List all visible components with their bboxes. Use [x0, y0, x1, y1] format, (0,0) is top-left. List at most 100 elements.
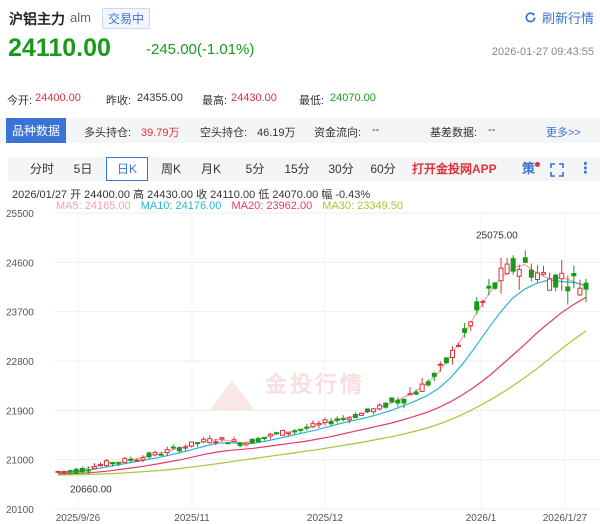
period-tabs: 分时 5日 日K 周K 月K 5分 15分 30分 60分 打开金投网APP 策…	[8, 157, 600, 181]
candle-body	[67, 470, 73, 473]
candle-body	[449, 349, 455, 359]
y-tick-label: 24600	[6, 258, 34, 269]
prev-close-value: 24355.00	[137, 92, 183, 104]
instrument-title: 沪铝主力	[9, 11, 65, 27]
tab-daily-k[interactable]: 日K	[106, 157, 148, 181]
y-tick-label: 20100	[6, 505, 34, 516]
x-tick-label: 2026/1/27	[543, 513, 588, 524]
candle-body	[522, 257, 528, 263]
candle-body	[389, 397, 395, 403]
high-value: 24430.00	[231, 92, 277, 104]
low-value: 24070.00	[330, 92, 376, 104]
tab-30min[interactable]: 30分	[328, 162, 354, 176]
candle-body	[122, 458, 128, 463]
candle-body	[577, 287, 583, 296]
candle-body	[334, 418, 340, 421]
line-ma20	[57, 296, 587, 475]
quote-timestamp: 2026-01-27 09:43:55	[491, 46, 594, 58]
x-tick-label: 2025/12	[307, 513, 344, 524]
price-change: -245.00(-1.01%)	[146, 41, 255, 58]
more-vertical-icon[interactable]: ⋮	[578, 160, 593, 177]
candle-body	[298, 428, 304, 431]
last-price: 24110.00	[8, 34, 111, 62]
candle-body	[504, 263, 510, 275]
ma30-legend: MA30: 23349.50	[322, 200, 404, 212]
candle-body	[201, 438, 207, 443]
candle-body	[249, 438, 255, 444]
candle-body	[267, 433, 273, 437]
candle-body	[176, 447, 182, 452]
candle-body	[219, 437, 225, 440]
candle-body	[553, 274, 559, 288]
candle-body	[371, 408, 377, 413]
candle-body	[146, 452, 152, 458]
candle-body	[316, 422, 322, 426]
candle-body	[55, 470, 61, 473]
refresh-icon	[525, 12, 536, 23]
candle-body	[383, 402, 389, 408]
candle-body	[510, 258, 516, 272]
min-price-label: 20660.00	[70, 484, 112, 495]
open-app-link[interactable]: 打开金投网APP	[412, 162, 497, 176]
candle-body	[547, 278, 553, 291]
strategy-label: 策	[522, 161, 536, 176]
x-tick-label: 2026/1	[466, 513, 497, 524]
candle-body	[273, 432, 279, 435]
candle-body	[116, 462, 122, 465]
candle-body	[189, 441, 195, 447]
candle-body	[182, 446, 188, 449]
quote-header: 沪铝主力 alm 交易中 刷新行情 24110.00 -245.00(-1.01…	[0, 0, 600, 80]
refresh-label: 刷新行情	[541, 11, 594, 26]
candle-body	[528, 269, 534, 278]
candle-body	[91, 466, 97, 470]
red-dot-icon	[535, 162, 541, 167]
candle-body	[571, 273, 577, 277]
candle-body	[365, 408, 371, 413]
candle-body	[492, 282, 498, 289]
variety-data-bar: 品种数据 多头持仓: 39.79万 空头持仓: 46.19万 资金流向: -- …	[0, 118, 600, 143]
fund-flow-label: 资金流向:	[314, 127, 362, 139]
candle-body	[498, 267, 504, 282]
long-position-value: 39.79万	[141, 127, 180, 139]
tab-5min[interactable]: 5分	[245, 162, 265, 176]
high-label: 最高:	[202, 95, 228, 107]
candle-body	[480, 300, 486, 303]
open-value: 24400.00	[35, 92, 81, 104]
candle-body	[395, 399, 401, 404]
candle-body	[407, 393, 413, 396]
candle-body	[140, 457, 146, 461]
candle-body	[104, 460, 110, 467]
basis-label: 基差数据:	[430, 127, 478, 139]
candle-body	[85, 469, 91, 472]
strategy-button[interactable]: 策	[522, 157, 541, 181]
watermark-text: 金投行情	[264, 372, 365, 398]
long-position-label: 多头持仓:	[84, 127, 132, 139]
candle-body	[516, 268, 522, 277]
tab-5day[interactable]: 5日	[73, 162, 93, 176]
open-label: 今开:	[7, 95, 33, 107]
tab-timeshare[interactable]: 分时	[29, 162, 54, 176]
candle-body	[322, 419, 328, 424]
candle-body	[401, 398, 407, 404]
refresh-button[interactable]: 刷新行情	[524, 8, 594, 27]
candle-body	[134, 459, 140, 462]
short-position-label: 空头持仓:	[200, 127, 248, 139]
tab-weekly-k[interactable]: 周K	[160, 162, 181, 176]
tab-15min[interactable]: 15分	[284, 162, 310, 176]
instrument-code: alm	[70, 10, 91, 25]
more-link[interactable]: 更多>>	[546, 127, 581, 139]
max-price-label: 25075.00	[476, 230, 518, 241]
candle-body	[340, 417, 346, 420]
candle-body	[419, 383, 425, 392]
tab-60min[interactable]: 60分	[370, 162, 396, 176]
ma-legend: MA5: 24165.00 MA10: 24176.00 MA20: 23962…	[56, 200, 410, 212]
low-label: 最低:	[299, 95, 325, 107]
variety-data-tab[interactable]: 品种数据	[6, 118, 66, 143]
basis-value: --	[488, 124, 496, 136]
tab-monthly-k[interactable]: 月K	[200, 162, 221, 176]
candle-body	[346, 417, 352, 421]
candle-body	[286, 432, 292, 435]
y-tick-label: 21000	[6, 456, 34, 467]
fullscreen-icon[interactable]	[550, 157, 564, 181]
